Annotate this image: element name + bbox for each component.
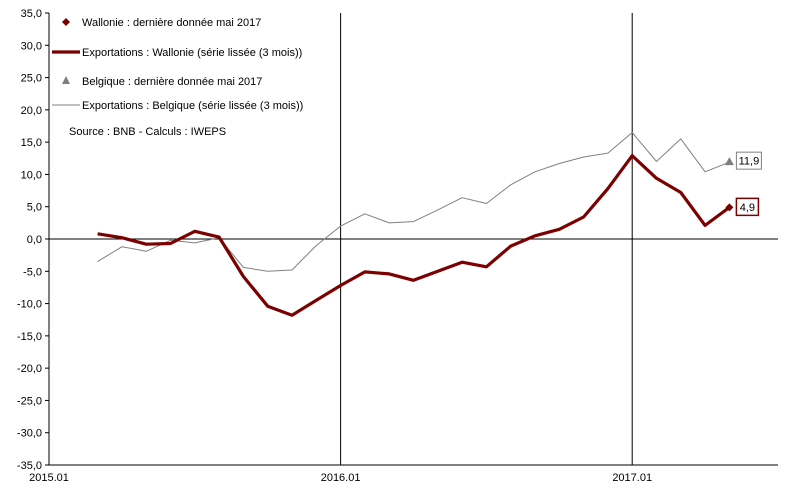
y-tick-label: -20,0 xyxy=(17,363,42,375)
wallonie-export-line xyxy=(97,154,731,317)
y-tick-label: -25,0 xyxy=(17,395,42,407)
y-tick-label: -35,0 xyxy=(17,460,42,472)
legend-triangle-icon xyxy=(62,76,70,84)
y-tick-label: 5,0 xyxy=(27,202,42,214)
wallonie-last-value-label: 4,9 xyxy=(740,202,755,214)
legend-label: Belgique : dernière donnée mai 2017 xyxy=(82,76,262,88)
last-points-group: 4,9 11,9 xyxy=(724,151,762,217)
source-note: Source : BNB - Calculs : IWEPS xyxy=(69,126,226,138)
legend-label: Wallonie : dernière donnée mai 2017 xyxy=(82,17,261,29)
belgique-last-value-box xyxy=(735,151,762,170)
y-tick-label: -15,0 xyxy=(17,331,42,343)
y-tick-label: 25,0 xyxy=(21,73,42,85)
y-tick-label: -5,0 xyxy=(23,266,42,278)
legend-label: Exportations : Belgique (série lissée (3… xyxy=(82,100,303,112)
belgique-export-line xyxy=(97,132,730,272)
y-tick-label: 15,0 xyxy=(21,137,42,149)
x-tick-label: 2015.01 xyxy=(29,472,69,484)
belgique-last-point-marker xyxy=(724,157,734,166)
y-tick-label: -10,0 xyxy=(17,299,42,311)
y-tick-label: 20,0 xyxy=(21,105,42,117)
wallonie-last-value-box xyxy=(735,197,760,217)
series-group xyxy=(97,132,731,317)
legend-label: Exportations : Wallonie (série lissée (3… xyxy=(82,47,302,59)
legend: Wallonie : dernière donnée mai 2017 Expor… xyxy=(52,17,303,112)
legend-diamond-icon xyxy=(62,18,70,26)
wallonie-last-point-marker xyxy=(725,203,734,212)
x-tick-label: 2017.01 xyxy=(612,472,652,484)
x-tick-label: 2016.01 xyxy=(321,472,361,484)
belgique-last-value-label: 11,9 xyxy=(739,156,760,168)
y-tick-label: 10,0 xyxy=(21,169,42,181)
y-tick-label: 30,0 xyxy=(21,40,42,52)
y-tick-label: -30,0 xyxy=(17,428,42,440)
y-tick-label: 35,0 xyxy=(21,8,42,20)
y-tick-label: 0,0 xyxy=(27,234,42,246)
axes-group: -35,0 -30,0 -25,0 -20,0 -15,0 -10,0 -5,0 0,0 5,0… xyxy=(17,8,778,484)
